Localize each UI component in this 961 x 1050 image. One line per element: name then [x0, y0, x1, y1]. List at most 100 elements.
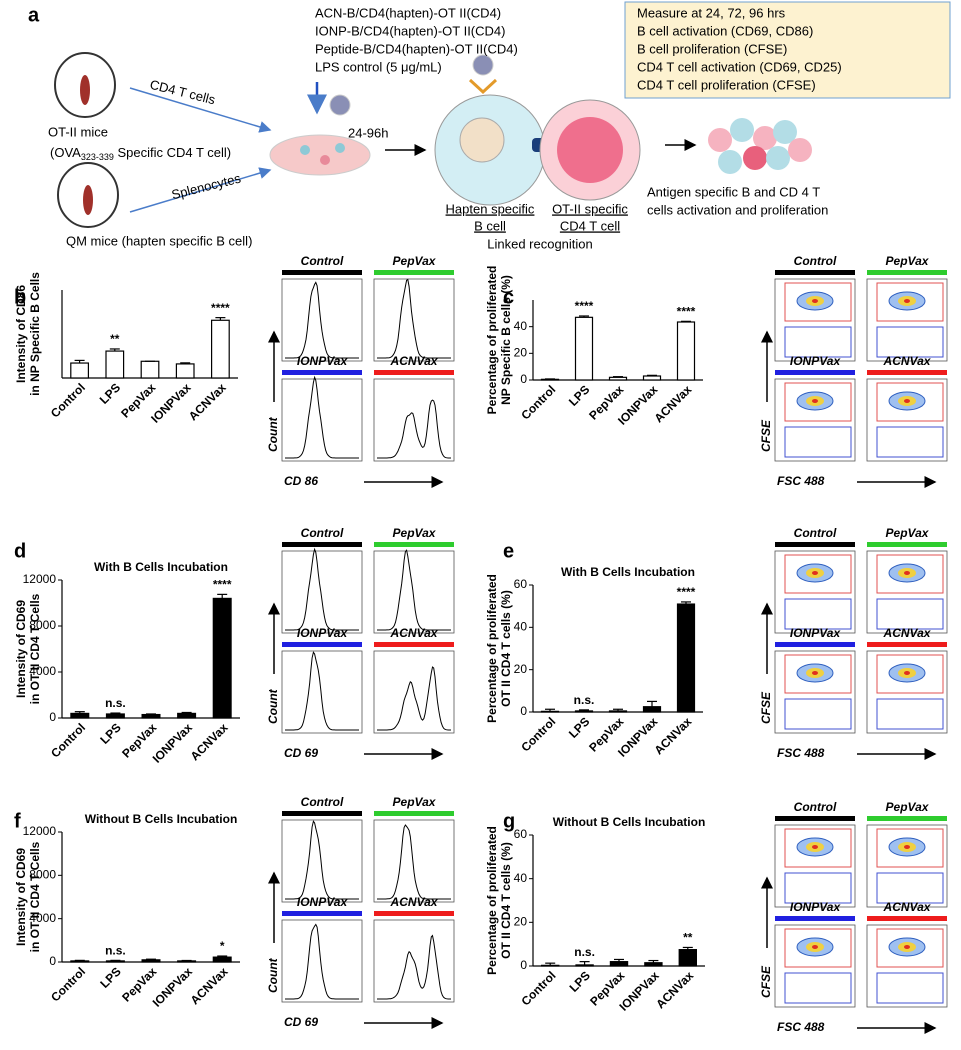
gate-upper [876, 828, 944, 868]
flow-y-label: CFSE [759, 419, 773, 452]
density [904, 399, 910, 403]
chart-title: With B Cells Incubation [94, 560, 228, 574]
density [812, 671, 818, 675]
sample-label: Control [301, 526, 344, 540]
arrow-label: CD4 T cells [148, 77, 217, 108]
y-axis-label: Percentage of proliferated [485, 826, 499, 975]
histogram-trace [285, 281, 359, 359]
sample-label: IONPVax [790, 900, 842, 914]
gate-upper [784, 282, 852, 322]
cell [766, 146, 790, 170]
bar [141, 959, 161, 963]
plot-frame [866, 378, 948, 462]
sample-color-bar [374, 370, 454, 375]
y-tick-label: 40 [514, 871, 528, 885]
bar [105, 350, 125, 379]
measure-box [624, 1, 951, 99]
gate-upper [876, 382, 944, 422]
arrow-label: Splenocytes [170, 170, 243, 202]
panel-letter: g [503, 810, 515, 832]
sample-label: Control [794, 254, 837, 268]
y-tick-label: 4000 [29, 911, 56, 925]
panel-a-graphics [54, 1, 951, 228]
y-axis-label: OT II CD4 T cells (%) [499, 842, 513, 959]
subscript: 323-339 [81, 152, 114, 162]
x-tick-label: ACNVax [188, 720, 231, 763]
gate-upper [876, 554, 944, 594]
histogram-trace [285, 375, 359, 459]
sample-label: PepVax [393, 795, 437, 809]
bar [608, 710, 628, 713]
bar [678, 949, 698, 967]
y-tick-label: 0 [49, 710, 56, 724]
gate-lower [876, 326, 944, 358]
sample-label: PepVax [886, 526, 930, 540]
sample-label: IONPVax [297, 895, 349, 909]
flow-panel: Control PepVax IONPVax ACNVax CFSE FSC 488 [759, 800, 948, 1034]
y-tick-label: 0 [520, 958, 527, 972]
bar [140, 360, 160, 379]
gate-lower [876, 426, 944, 458]
x-tick-label: ACNVax [653, 968, 696, 1011]
arrow [129, 87, 272, 133]
gate-upper [784, 828, 852, 868]
sample-color-bar [374, 911, 454, 916]
y-axis-label: NP Specific B cells (%) [499, 275, 513, 405]
gate-upper [784, 382, 852, 422]
sample-label: ACNVax [390, 895, 439, 909]
sample-label: ACNVax [883, 354, 932, 368]
plot-frame [866, 924, 948, 1008]
gate-upper [876, 928, 944, 968]
bar [608, 376, 628, 381]
significance: n.s. [105, 944, 126, 958]
panel-letter: b [14, 286, 26, 308]
sample-color-bar [282, 370, 362, 375]
sample-label: PepVax [886, 254, 930, 268]
particle [329, 94, 351, 116]
x-tick-label: LPS [566, 714, 592, 740]
histogram-trace [377, 934, 451, 1000]
histogram-trace [377, 399, 451, 459]
gate-upper [876, 282, 944, 322]
flow-x-label: FSC 488 [777, 1020, 825, 1034]
x-tick-label: ACNVax [651, 714, 694, 757]
treatment: Peptide-B/CD4(hapten)-OT II(CD4) [315, 41, 518, 56]
bar [540, 964, 560, 967]
bar [642, 706, 662, 713]
text-part: Specific CD4 T cell) [114, 145, 231, 160]
measure: CD4 T cell proliferation (CFSE) [637, 77, 816, 92]
gate-lower [876, 698, 944, 730]
text-part: (OVA [50, 145, 81, 160]
plot-frame [774, 650, 856, 734]
plot-frame [373, 278, 455, 362]
sample-label: Control [301, 254, 344, 268]
density [904, 299, 910, 303]
density [904, 945, 910, 949]
x-tick-label: LPS [567, 968, 593, 994]
plot-frame [774, 378, 856, 462]
bar [70, 362, 90, 379]
mouse-desc: (OVA323-339 Specific CD4 T cell) [50, 145, 231, 162]
flow-panel: Control PepVax IONPVax ACNVax Count CD 69 [266, 795, 455, 1029]
density [812, 399, 818, 403]
flow-panel: Control PepVax IONPVax ACNVax Count CD 86 [266, 254, 455, 488]
receptor [468, 78, 498, 95]
plot-frame [281, 278, 363, 362]
density [812, 571, 818, 575]
y-tick-label: 0 [520, 704, 527, 718]
cell [320, 155, 330, 165]
y-axis-label: Percentage of proliferated [485, 574, 499, 723]
cell [753, 126, 777, 150]
gate-upper [784, 928, 852, 968]
gate-lower [876, 872, 944, 904]
y-axis-label: Intensity of CD86 [14, 285, 28, 383]
y-tick-label: 0 [520, 372, 527, 386]
nucleus [459, 117, 505, 163]
flow-panel: Control PepVax IONPVax ACNVax Count CD 69 [266, 526, 455, 760]
bar [212, 597, 232, 719]
sample-label: ACNVax [883, 900, 932, 914]
sample-label: IONPVax [790, 626, 842, 640]
sample-color-bar [867, 542, 947, 547]
mouse-label: OT-II mice [48, 124, 108, 139]
